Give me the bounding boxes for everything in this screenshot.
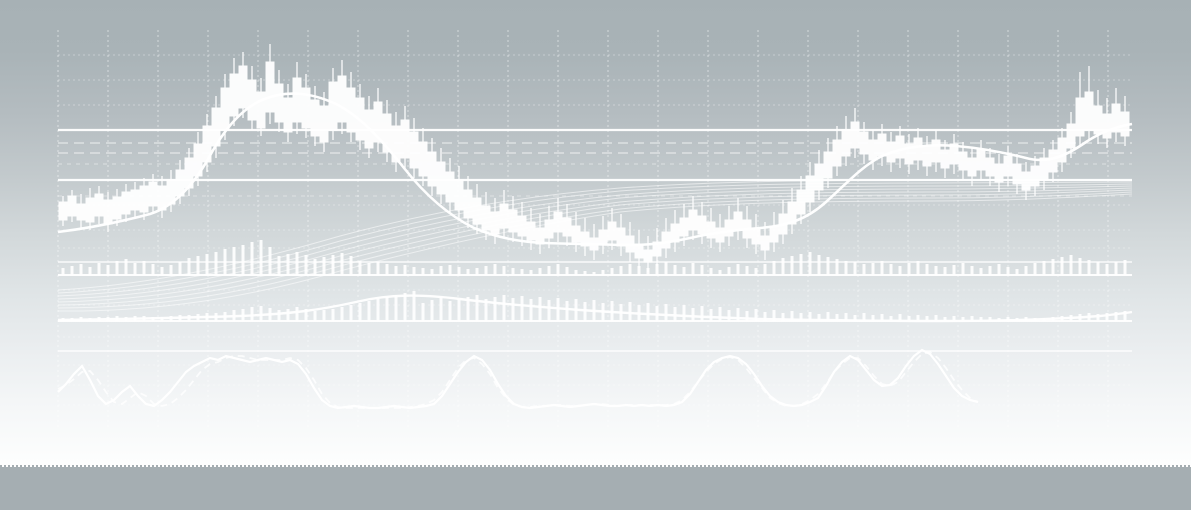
oscillator-stochastic-k — [57, 348, 979, 410]
grid-vertical — [57, 30, 1109, 430]
volume-smoothed-line — [57, 294, 1133, 323]
candlestick-series — [58, 44, 1130, 272]
footer-bar — [0, 467, 1191, 510]
moving-average-line — [57, 92, 1133, 247]
volume-bars-primary — [61, 240, 1127, 275]
ma-ribbon — [57, 179, 1133, 312]
footer-bar-edge — [0, 465, 1191, 468]
oscillator-stochastic-d — [57, 351, 979, 409]
